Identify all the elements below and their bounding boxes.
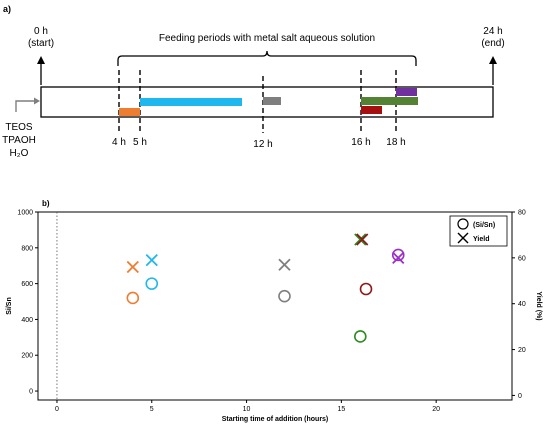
reagent-tpaoh: TPAOH bbox=[2, 135, 36, 146]
yield-point bbox=[356, 233, 369, 246]
y-tick-label: 0 bbox=[29, 389, 33, 396]
y2-tick-label: 60 bbox=[518, 255, 526, 262]
feed-bar-4h bbox=[119, 108, 140, 116]
plot-area bbox=[37, 211, 513, 401]
marker-label-16h: 16 h bbox=[351, 137, 370, 148]
yield-point bbox=[126, 260, 139, 274]
panel-b-label: b) bbox=[42, 199, 50, 208]
y2-tick-label: 0 bbox=[518, 393, 522, 400]
x-tick-label: 10 bbox=[243, 406, 251, 413]
feed-bar-12h bbox=[263, 97, 281, 105]
si-sn-point bbox=[391, 248, 405, 262]
y-axis-ticks: 0 200 400 600 800 1000 bbox=[17, 210, 38, 396]
si-sn-point bbox=[354, 330, 367, 343]
x-axis-label: Starting time of addition (hours) bbox=[222, 416, 329, 423]
end-time-label: 24 h bbox=[483, 26, 502, 37]
feed-bar-16h-darkred bbox=[361, 106, 382, 114]
legend-entry-yield: Yield bbox=[473, 236, 489, 243]
legend: (Si/Sn) Yield bbox=[449, 215, 508, 247]
yield-point bbox=[145, 254, 158, 267]
y2-axis-ticks: 0 20 40 60 80 bbox=[512, 210, 526, 400]
si-sn-point bbox=[145, 277, 159, 290]
y-tick-label: 1000 bbox=[17, 210, 33, 217]
si-sn-point bbox=[359, 282, 373, 296]
end-arrow bbox=[489, 56, 497, 85]
yield-point bbox=[354, 233, 367, 246]
marker-label-18h: 18 h bbox=[386, 137, 405, 148]
x-tick-label: 15 bbox=[337, 406, 345, 413]
panel-a-label: a) bbox=[3, 4, 11, 14]
feeding-brace bbox=[117, 50, 417, 66]
marker-label-4h: 4 h bbox=[112, 137, 126, 148]
reagent-teos: TEOS bbox=[5, 122, 33, 133]
end-note-label: (end) bbox=[481, 38, 504, 49]
x-axis-ticks: 0 5 10 15 20 bbox=[55, 400, 440, 413]
y-tick-label: 200 bbox=[21, 353, 33, 360]
y2-axis-label: Yield (%) bbox=[535, 291, 542, 320]
marker-label-5h: 5 h bbox=[133, 137, 147, 148]
data-points bbox=[126, 233, 405, 343]
y-tick-label: 800 bbox=[21, 245, 33, 252]
yield-point bbox=[278, 258, 291, 271]
y-axis-label: Si/Sn bbox=[6, 297, 13, 315]
reagent-water: H₂O bbox=[10, 148, 29, 159]
y-tick-label: 400 bbox=[21, 317, 33, 324]
start-arrow bbox=[37, 56, 45, 85]
si-sn-point bbox=[126, 291, 140, 305]
feeding-periods-label: Feeding periods with metal salt aqueous … bbox=[159, 33, 375, 44]
legend-x-icon bbox=[457, 232, 469, 244]
legend-circle-icon bbox=[457, 218, 469, 230]
x-tick-label: 5 bbox=[150, 406, 154, 413]
panel-a: a) 0 h (start) 24 h (end) Feeding period… bbox=[2, 4, 505, 159]
x-tick-label: 0 bbox=[55, 406, 59, 413]
feed-bar-16h-green bbox=[361, 97, 418, 105]
x-tick-label: 20 bbox=[432, 406, 440, 413]
feed-bar-18h bbox=[396, 88, 417, 96]
si-sn-point bbox=[278, 289, 291, 303]
start-note-label: (start) bbox=[28, 38, 54, 49]
y2-tick-label: 20 bbox=[518, 347, 526, 354]
y-tick-label: 600 bbox=[21, 281, 33, 288]
y2-tick-label: 40 bbox=[518, 301, 526, 308]
start-time-label: 0 h bbox=[34, 26, 48, 37]
y2-tick-label: 80 bbox=[518, 210, 526, 217]
marker-label-12h: 12 h bbox=[253, 139, 272, 150]
legend-entry-si-sn: (Si/Sn) bbox=[473, 222, 495, 229]
yield-point bbox=[392, 251, 405, 264]
feed-bar-5h bbox=[140, 98, 242, 106]
inlet-arrow bbox=[15, 97, 40, 112]
